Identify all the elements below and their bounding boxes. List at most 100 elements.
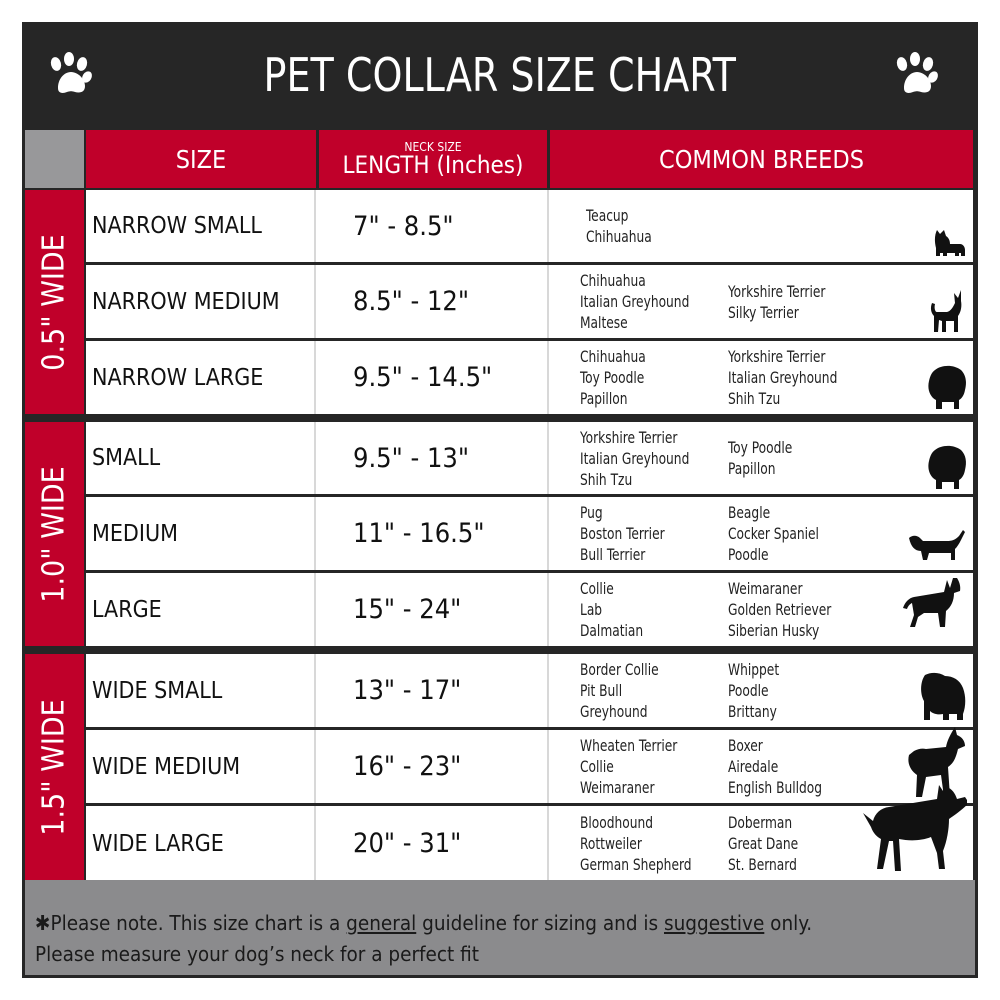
breeds-column-2: Boxer Airedale English Bulldog	[728, 730, 822, 803]
chihuahua-silhouette-icon	[930, 290, 962, 332]
chart-title: PET COLLAR SIZE CHART	[263, 48, 737, 102]
note-text: only.	[764, 911, 813, 935]
breed-name: Bloodhound	[580, 813, 654, 832]
breed-name: Pit Bull	[580, 681, 623, 700]
breeds-cell: Chihuahua Toy Poodle Papillon Yorkshire Ter…	[552, 341, 973, 414]
breed-name: Poodle	[728, 545, 769, 564]
breed-name: Shih Tzu	[580, 469, 633, 489]
breeds-column-1: Wheaten Terrier Collie Weimaraner	[580, 730, 677, 803]
table-row: WIDE LARGE 20" - 31" Bloodhound Rottweile…	[86, 779, 973, 881]
length-cell: 11" - 16.5"	[319, 497, 549, 570]
header-size: SIZE	[86, 130, 316, 188]
breeds-column-2: Doberman Great Dane St. Bernard	[728, 806, 798, 881]
header-corner	[25, 130, 84, 188]
size-cell: WIDE SMALL	[86, 654, 316, 727]
breed-name: Silky Terrier	[728, 302, 799, 322]
length-cell: 13" - 17"	[319, 654, 549, 727]
breed-name: Papillon	[728, 459, 776, 478]
breeds-column-1: Pug Boston Terrier Bull Terrier	[580, 497, 665, 570]
table-row: WIDE SMALL 13" - 17" Border Collie Pit Bu…	[86, 654, 973, 727]
breeds-column-2: Yorkshire Terrier Italian Greyhound Shih T…	[728, 341, 837, 414]
breed-name: Papillon	[580, 389, 628, 408]
paw-icon	[50, 52, 92, 93]
pomeranian-silhouette-icon	[928, 445, 966, 489]
size-chart: PET COLLAR SIZE CHART SIZE NECK SIZE LENG…	[22, 22, 978, 978]
breeds-column-1: Bloodhound Rottweiler German Shepherd	[580, 806, 692, 881]
breed-name: Pug	[580, 503, 603, 522]
header-length: NECK SIZE LENGTH (Inches)	[319, 130, 547, 188]
footer-line-2: Please measure your dog’s neck for a per…	[35, 942, 479, 966]
table-row: MEDIUM 11" - 16.5" Pug Boston Terrier Bull…	[86, 497, 973, 570]
breed-name: Yorkshire Terrier	[580, 427, 678, 447]
breeds-column-1: Chihuahua Italian Greyhound Maltese	[580, 265, 689, 338]
breeds-column-2: Whippet Poodle Brittany	[728, 654, 779, 727]
header-breeds-label: COMMON BREEDS	[659, 144, 864, 174]
group-label: 1.5" WIDE	[25, 654, 84, 881]
header-neck-size-label: NECK SIZE	[404, 140, 462, 154]
breed-name: Border Collie	[580, 660, 659, 679]
table-row: WIDE MEDIUM 16" - 23" Wheaten Terrier Col…	[86, 727, 973, 803]
breed-name: Italian Greyhound	[728, 368, 838, 387]
breed-name: Maltese	[580, 313, 628, 332]
group-width-label: 1.5" WIDE	[37, 699, 72, 836]
group-label: 0.5" WIDE	[25, 190, 84, 414]
breed-name: Beagle	[728, 503, 771, 522]
pomeranian-silhouette-icon	[928, 365, 966, 409]
breed-name: Yorkshire Terrier	[728, 347, 826, 366]
breeds-column-2: Toy Poodle Papillon	[728, 422, 792, 494]
breeds-cell: Teacup Chihuahua	[552, 190, 973, 262]
header-size-label: SIZE	[175, 144, 227, 174]
breed-name: Wheaten Terrier	[580, 736, 678, 755]
note-text: guideline for sizing and is	[416, 911, 664, 935]
breeds-cell: Yorkshire Terrier Italian Greyhound Shih T…	[552, 422, 973, 494]
length-cell: 16" - 23"	[319, 730, 549, 803]
yorkie-silhouette-icon	[934, 230, 965, 256]
breeds-cell: Bloodhound Rottweiler German Shepherd Dober…	[552, 779, 973, 881]
breed-name: Rottweiler	[580, 834, 642, 853]
size-cell: NARROW SMALL	[86, 190, 316, 262]
breeds-column-1: Yorkshire Terrier Italian Greyhound Shih T…	[580, 422, 689, 494]
breed-name: Great Dane	[728, 834, 799, 853]
footer-line-1: ✱Please note. This size chart is a gener…	[35, 908, 975, 939]
breeds-column-1: Teacup Chihuahua	[586, 190, 652, 262]
breed-name: Whippet	[728, 660, 780, 679]
breeds-cell: Wheaten Terrier Collie Weimaraner Boxer Aire…	[552, 727, 973, 803]
group-label: 1.0" WIDE	[25, 422, 84, 646]
breed-name: Chihuahua	[580, 271, 646, 290]
breeds-column-2: Beagle Cocker Spaniel Poodle	[728, 497, 819, 570]
breed-name: Boxer	[728, 736, 763, 755]
breeds-column-1: Chihuahua Toy Poodle Papillon	[580, 341, 646, 414]
table-row: NARROW LARGE 9.5" - 14.5" Chihuahua Toy P…	[86, 341, 973, 414]
breed-name: Shih Tzu	[728, 389, 781, 408]
length-cell: 7" - 8.5"	[319, 190, 549, 262]
note-text: ✱Please note. This size chart is a	[35, 911, 347, 935]
note-underline-suggestive: suggestive	[664, 911, 765, 935]
breed-name: Toy Poodle	[728, 438, 793, 457]
size-cell: WIDE MEDIUM	[86, 730, 316, 803]
breed-name: Chihuahua	[580, 347, 646, 366]
size-cell: MEDIUM	[86, 497, 316, 570]
breeds-column-2: Yorkshire Terrier Silky Terrier	[728, 265, 825, 338]
breed-name: Italian Greyhound	[580, 292, 690, 311]
breed-name: English Bulldog	[728, 778, 823, 797]
breed-name: Yorkshire Terrier	[728, 281, 826, 301]
breed-name: Collie	[580, 757, 614, 776]
breed-name: German Shepherd	[580, 855, 692, 874]
breeds-cell: Pug Boston Terrier Bull Terrier Beagle Cocke…	[552, 497, 973, 570]
breed-name: Poodle	[728, 681, 769, 700]
breed-name: Toy Poodle	[580, 368, 645, 387]
breed-name: Teacup	[586, 206, 629, 225]
size-cell: LARGE	[86, 573, 316, 646]
breeds-cell: Chihuahua Italian Greyhound Maltese Yorkshi…	[552, 265, 973, 338]
table-row: LARGE 15" - 24" Collie Lab Dalmatian Weimar…	[86, 573, 973, 646]
breeds-column-2: Weimaraner Golden Retriever Siberian Husky	[728, 573, 831, 646]
size-cell: SMALL	[86, 422, 316, 494]
table-row: NARROW SMALL 7" - 8.5" Teacup Chihuahua	[86, 190, 973, 262]
bulldog-silhouette-icon	[921, 672, 966, 720]
breeds-cell: Collie Lab Dalmatian Weimaraner Golden Retri…	[552, 573, 973, 646]
breed-name: Cocker Spaniel	[728, 524, 819, 543]
group-width-label: 1.0" WIDE	[37, 465, 72, 603]
breed-name: Airedale	[728, 757, 779, 776]
breed-name: Bull Terrier	[580, 545, 646, 564]
breeds-cell: Border Collie Pit Bull Greyhound Whippet Poo…	[552, 654, 973, 727]
